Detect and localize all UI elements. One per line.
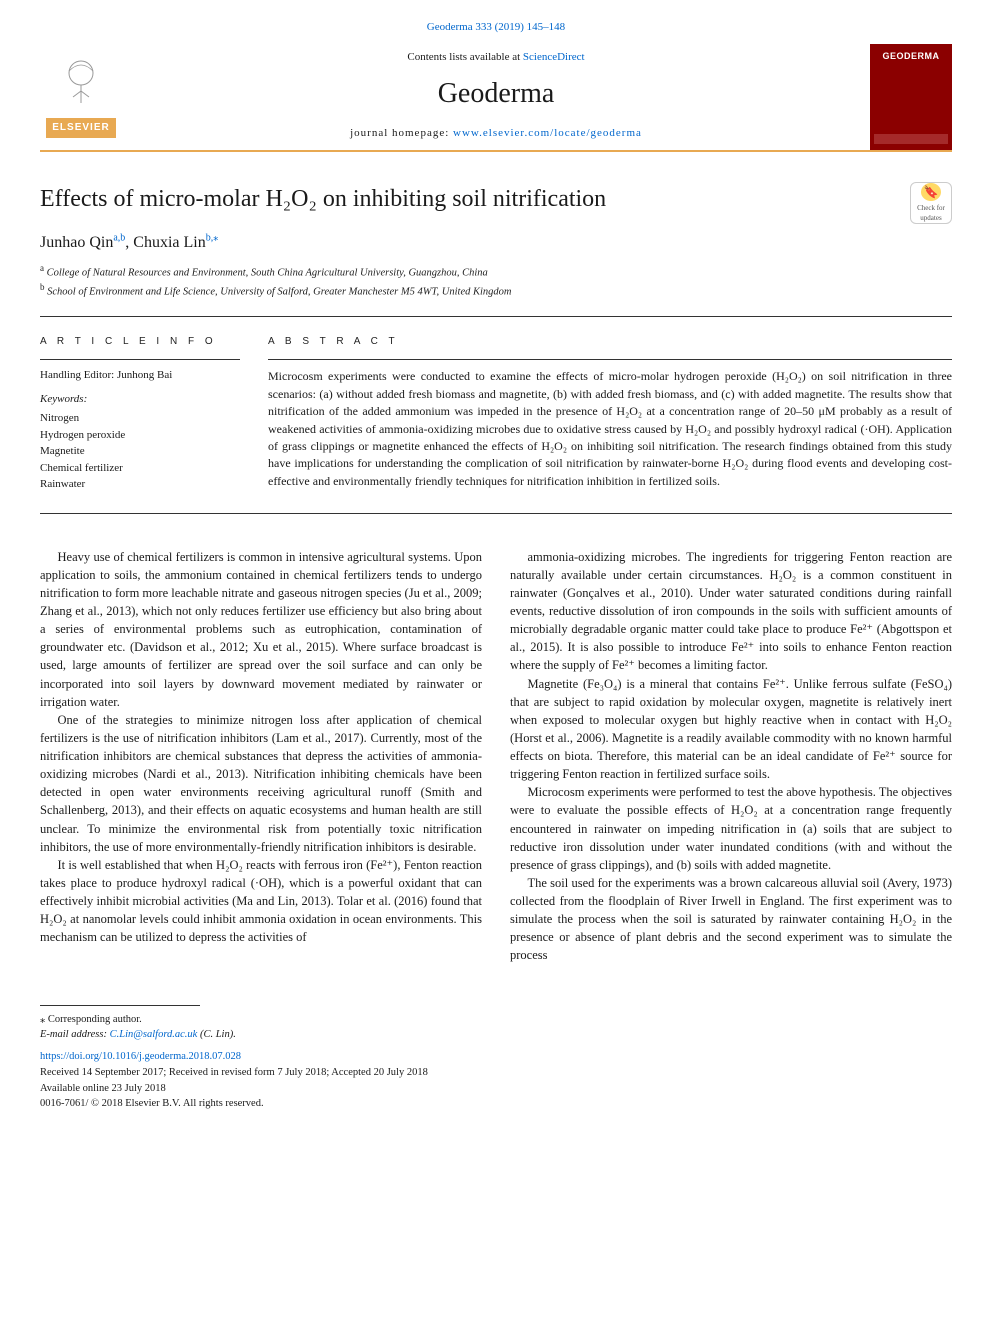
check-line1: Check for bbox=[917, 203, 945, 213]
copyright-line: 0016-7061/ © 2018 Elsevier B.V. All righ… bbox=[40, 1096, 952, 1112]
publisher-logo-box: ELSEVIER bbox=[40, 44, 122, 150]
corresponding-author: ⁎ Corresponding author. bbox=[40, 1012, 952, 1028]
check-updates-badge[interactable]: 🔖 Check for updates bbox=[910, 182, 952, 224]
citation-link[interactable]: Geoderma 333 (2019) 145–148 bbox=[427, 21, 565, 33]
body-paragraph: ammonia-oxidizing microbes. The ingredie… bbox=[510, 548, 952, 675]
abstract-label: A B S T R A C T bbox=[268, 335, 952, 350]
corr-mark[interactable]: ⁎ bbox=[213, 233, 218, 244]
email-link[interactable]: C.Lin@salford.ac.uk bbox=[110, 1029, 198, 1040]
article-info-column: A R T I C L E I N F O Handling Editor: J… bbox=[40, 335, 240, 493]
homepage-line: journal homepage: www.elsevier.com/locat… bbox=[122, 126, 870, 142]
journal-name: Geoderma bbox=[122, 74, 870, 115]
cover-strip bbox=[874, 134, 948, 144]
keywords-label: Keywords: bbox=[40, 392, 240, 408]
email-suffix: (C. Lin). bbox=[197, 1029, 236, 1040]
homepage-prefix: journal homepage: bbox=[350, 127, 453, 139]
abstract-text: Microcosm experiments were conducted to … bbox=[268, 368, 952, 490]
contents-line: Contents lists available at ScienceDirec… bbox=[122, 50, 870, 66]
homepage-link[interactable]: www.elsevier.com/locate/geoderma bbox=[453, 127, 642, 139]
footer-separator bbox=[40, 1005, 200, 1006]
author-2: Chuxia Lin bbox=[133, 234, 205, 251]
body-paragraph: It is well established that when H₂O₂ re… bbox=[40, 856, 482, 947]
authors-line: Junhao Qina,b, Chuxia Linb,⁎ bbox=[40, 231, 952, 254]
body-paragraph: Microcosm experiments were performed to … bbox=[510, 783, 952, 874]
keyword: Rainwater bbox=[40, 476, 240, 493]
article-info-label: A R T I C L E I N F O bbox=[40, 335, 240, 350]
masthead-center: Contents lists available at ScienceDirec… bbox=[122, 44, 870, 150]
author-1-affil[interactable]: a,b bbox=[113, 233, 125, 244]
check-line2: updates bbox=[920, 213, 941, 223]
handling-editor: Handling Editor: Junhong Bai bbox=[40, 368, 240, 384]
keyword: Magnetite bbox=[40, 443, 240, 460]
body-paragraph: Magnetite (Fe₃O₄) is a mineral that cont… bbox=[510, 675, 952, 784]
email-label: E-mail address: bbox=[40, 1029, 110, 1040]
citation-line: Geoderma 333 (2019) 145–148 bbox=[40, 0, 952, 44]
elsevier-tree-icon bbox=[46, 48, 116, 118]
keyword: Nitrogen bbox=[40, 410, 240, 427]
sciencedirect-link[interactable]: ScienceDirect bbox=[523, 51, 585, 63]
affiliation-a: College of Natural Resources and Environ… bbox=[47, 268, 488, 279]
keyword: Chemical fertilizer bbox=[40, 460, 240, 477]
affiliation-b: School of Environment and Life Science, … bbox=[47, 287, 511, 298]
body-paragraph: Heavy use of chemical fertilizers is com… bbox=[40, 548, 482, 711]
keyword: Hydrogen peroxide bbox=[40, 427, 240, 444]
masthead: ELSEVIER Contents lists available at Sci… bbox=[40, 44, 952, 152]
journal-cover: GEODERMA bbox=[870, 44, 952, 150]
handling-label: Handling Editor: bbox=[40, 369, 117, 381]
received-line: Received 14 September 2017; Received in … bbox=[40, 1065, 952, 1081]
affiliations: a College of Natural Resources and Envir… bbox=[40, 262, 952, 299]
body-paragraph: The soil used for the experiments was a … bbox=[510, 874, 952, 965]
bookmark-icon: 🔖 bbox=[921, 183, 941, 201]
doi-link[interactable]: https://doi.org/10.1016/j.geoderma.2018.… bbox=[40, 1049, 241, 1065]
available-line: Available online 23 July 2018 bbox=[40, 1081, 952, 1097]
body-text: Heavy use of chemical fertilizers is com… bbox=[40, 548, 952, 965]
author-1: Junhao Qin bbox=[40, 234, 113, 251]
cover-title: GEODERMA bbox=[882, 50, 939, 63]
footer: ⁎ Corresponding author. E-mail address: … bbox=[40, 1012, 952, 1113]
article-title: Effects of micro-molar H₂O₂ on inhibitin… bbox=[40, 182, 890, 217]
body-paragraph: One of the strategies to minimize nitrog… bbox=[40, 711, 482, 856]
publisher-label: ELSEVIER bbox=[46, 118, 115, 139]
handling-name: Junhong Bai bbox=[117, 369, 172, 381]
abstract-column: A B S T R A C T Microcosm experiments we… bbox=[268, 335, 952, 493]
contents-prefix: Contents lists available at bbox=[407, 51, 522, 63]
